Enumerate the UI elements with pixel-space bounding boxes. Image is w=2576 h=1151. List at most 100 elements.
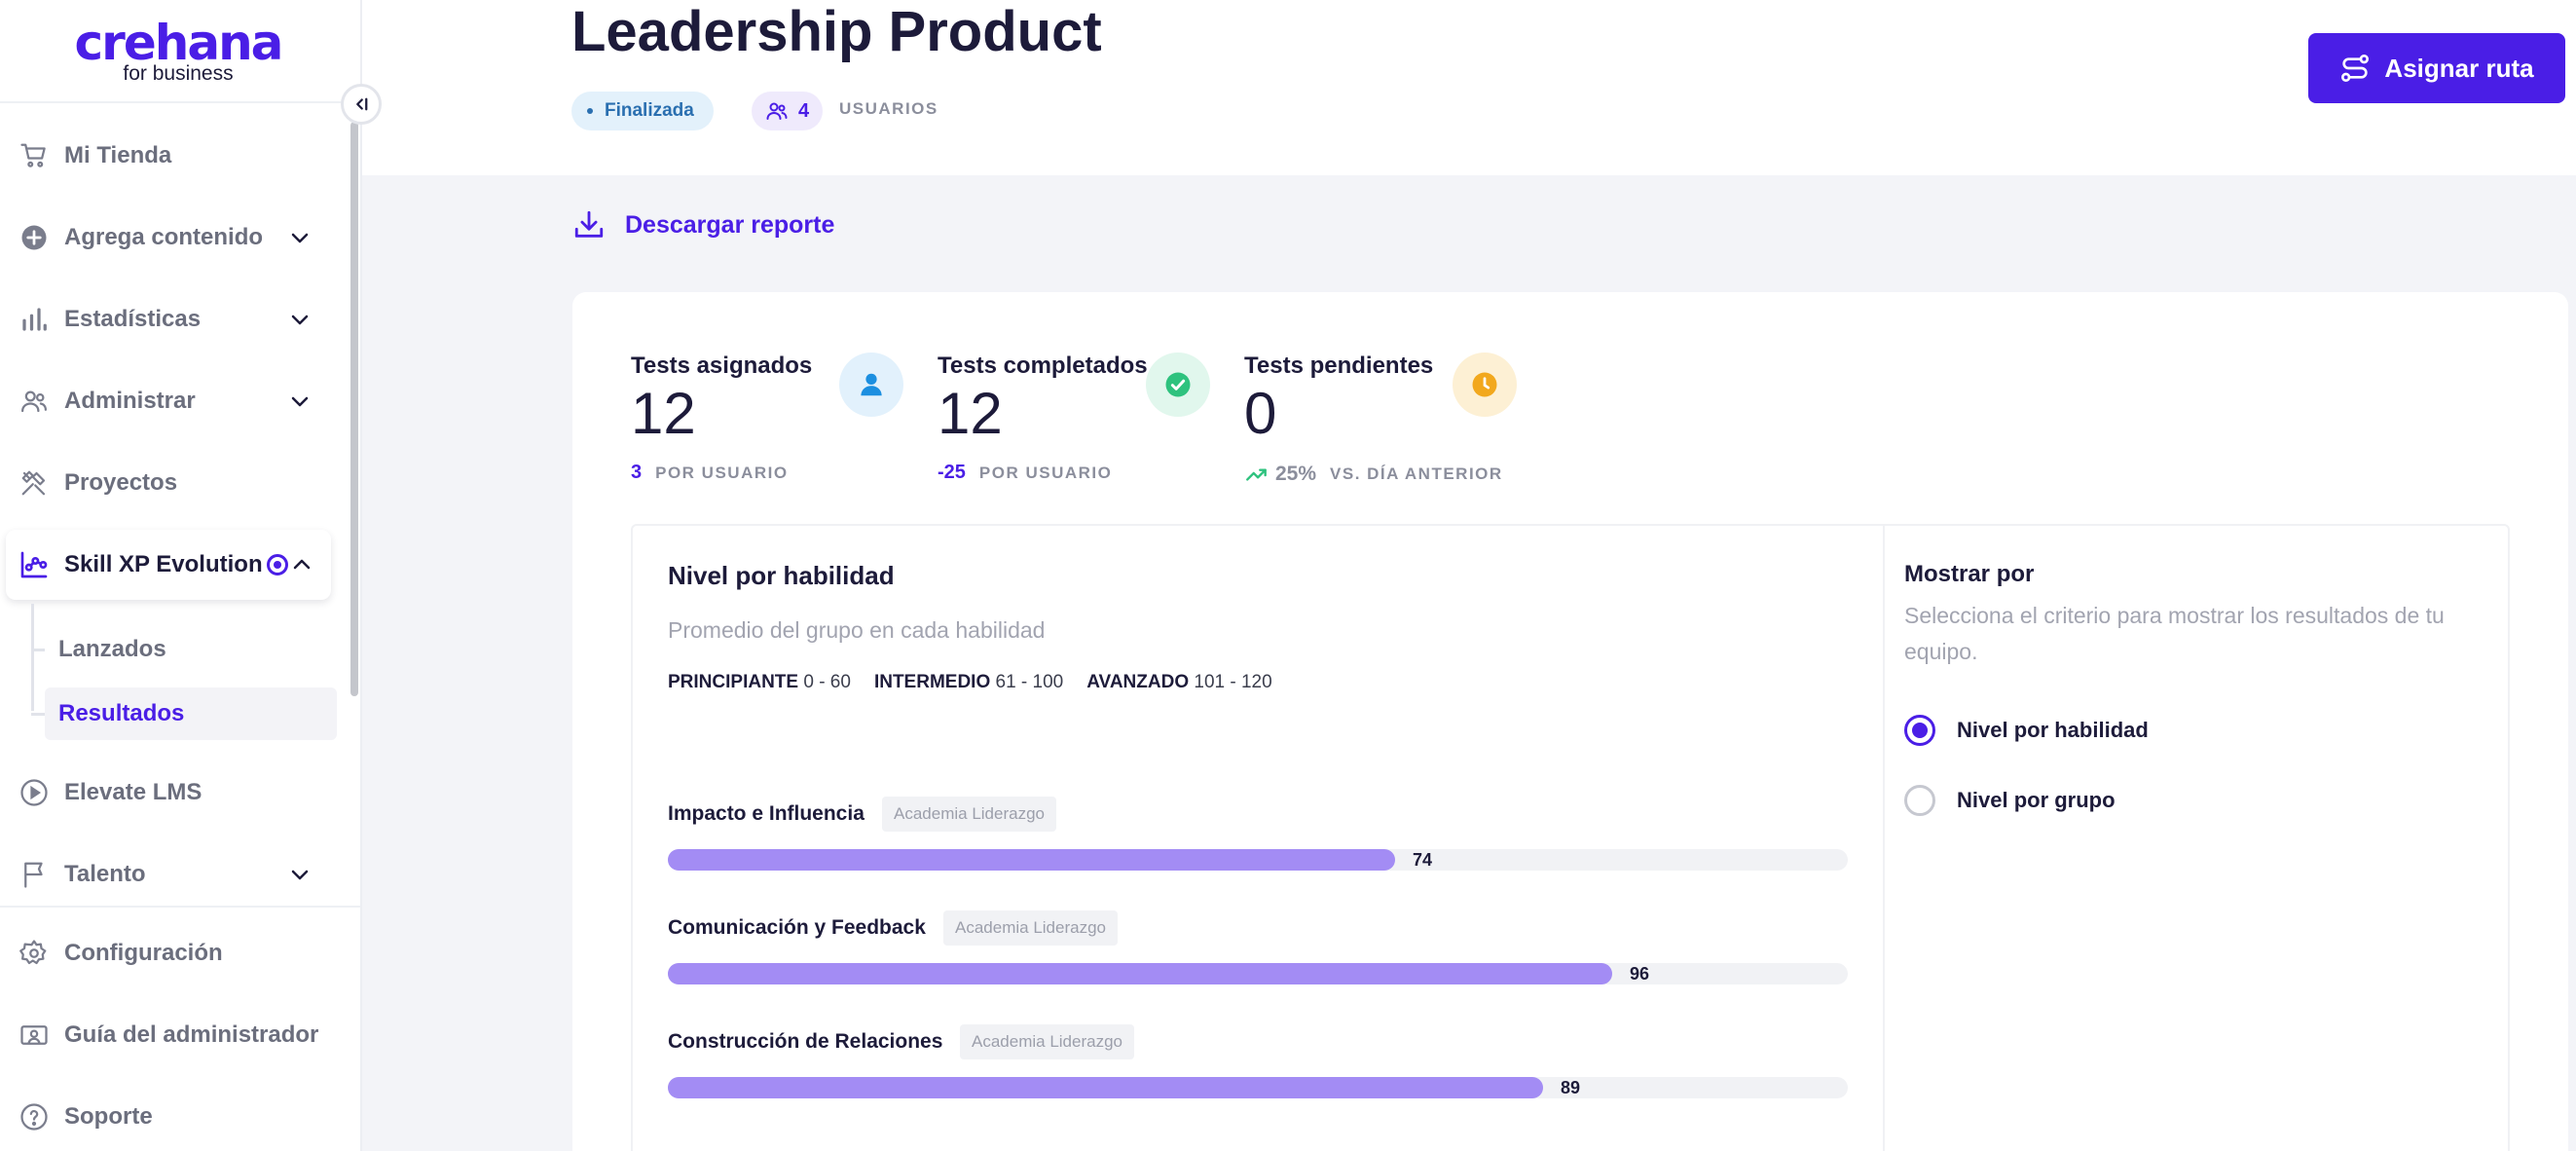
- sidebar-item-label: Agrega contenido: [64, 224, 264, 250]
- guide-icon: [18, 1019, 51, 1052]
- divider: [1883, 526, 1885, 1151]
- level-legend: PRINCIPIANTE 0 - 60 INTERMEDIO 61 - 100 …: [668, 672, 1296, 693]
- gear-icon: [18, 937, 51, 970]
- stat-value: 12: [938, 381, 1003, 446]
- chevron-down-icon[interactable]: [284, 222, 315, 253]
- assign-route-label: Asignar ruta: [2384, 53, 2534, 83]
- sidebar-item-estadisticas[interactable]: Estadísticas: [0, 284, 341, 354]
- stat-footer-number: -25: [938, 462, 966, 483]
- crehana-logo[interactable]: crehana for business: [66, 18, 290, 86]
- sidebar-item-label: Proyectos: [64, 469, 178, 496]
- plus-circle-icon: [18, 221, 51, 254]
- stat-value: 12: [631, 381, 696, 446]
- skill-value: 74: [1413, 850, 1433, 870]
- stat-footer-unit: POR USUARIO: [978, 463, 1113, 482]
- status-badge-label: Finalizada: [605, 100, 694, 121]
- sidebar-item-mi-tienda[interactable]: Mi Tienda: [0, 121, 341, 191]
- radio-selected-icon: [1904, 715, 1935, 746]
- legend-item: INTERMEDIO 61 - 100: [873, 672, 1064, 692]
- stat-label: Tests completados: [938, 353, 1148, 379]
- sidebar-item-talento[interactable]: Talento: [0, 839, 341, 910]
- sidebar-item-label: Administrar: [64, 388, 196, 414]
- sidebar-item-elevate-lms[interactable]: Elevate LMS: [0, 758, 341, 828]
- sidebar-item-administrar[interactable]: Administrar: [0, 366, 341, 436]
- sidebar: crehana for business Mi Tienda Agrega co…: [0, 0, 362, 1151]
- users-badge: 4: [752, 92, 824, 130]
- sidebar-item-guia-administrador[interactable]: Guía del administrador: [0, 1000, 341, 1070]
- stat-footer-unit: VS. DÍA ANTERIOR: [1330, 464, 1503, 483]
- skill-chart-icon: [18, 548, 51, 581]
- chevron-down-icon[interactable]: [284, 304, 315, 335]
- skill-name: Construcción de Relaciones: [668, 1030, 943, 1053]
- chevron-up-icon[interactable]: [286, 549, 317, 580]
- user-icon: [839, 353, 903, 417]
- route-icon: [2341, 55, 2370, 82]
- skill-tag: Academia Liderazgo: [943, 910, 1118, 946]
- submenu-tick: [31, 713, 45, 716]
- results-card: Tests asignados 12 3 POR USUARIO Tests c…: [572, 292, 2568, 1151]
- help-icon: [18, 1100, 51, 1133]
- sidebar-item-label: Soporte: [64, 1103, 153, 1130]
- sidebar-subitem-label: Lanzados: [58, 636, 166, 662]
- sidebar-scrollbar[interactable]: [350, 122, 358, 696]
- legend-item: AVANZADO 101 - 120: [1086, 672, 1272, 692]
- bar-chart-icon: [18, 303, 51, 336]
- sidebar-item-label: Configuración: [64, 940, 223, 966]
- skill-name: Impacto e Influencia: [668, 802, 865, 825]
- users-label: USUARIOS: [839, 99, 938, 118]
- tools-icon: [18, 466, 51, 500]
- chevron-down-icon[interactable]: [284, 859, 315, 890]
- stat-footer-percent: 25%: [1275, 463, 1317, 485]
- sidebar-item-agrega-contenido[interactable]: Agrega contenido: [0, 203, 341, 273]
- stat-footer-number: 3: [631, 462, 643, 483]
- sidebar-item-proyectos[interactable]: Proyectos: [0, 448, 341, 518]
- logo-brand: crehana: [74, 15, 284, 71]
- clock-icon: [1453, 353, 1517, 417]
- submenu-line: [31, 604, 34, 711]
- radio-nivel-por-grupo[interactable]: Nivel por grupo: [1904, 785, 2116, 816]
- status-badge: Finalizada: [571, 92, 714, 130]
- status-dot-icon: [587, 108, 593, 114]
- users-icon: [766, 102, 788, 120]
- stat-footer-unit: POR USUARIO: [655, 463, 789, 482]
- skill-bar-fill: [668, 963, 1612, 984]
- users-icon: [18, 385, 51, 418]
- download-report-link[interactable]: Descargar reporte: [572, 208, 834, 241]
- stat-tests-completados: Tests completados 12 -25 POR USUARIO: [938, 353, 1210, 483]
- skill-value: 89: [1561, 1078, 1581, 1097]
- skill-tag: Academia Liderazgo: [960, 1024, 1134, 1059]
- collapse-sidebar-button[interactable]: [341, 84, 382, 125]
- stat-tests-pendientes: Tests pendientes 0 25% VS. DÍA ANTERIOR: [1244, 353, 1517, 485]
- logo-sub: for business: [123, 62, 234, 85]
- divider: [0, 906, 360, 908]
- sidebar-item-label: Guía del administrador: [64, 1021, 319, 1048]
- sidebar-item-skill-xp-evolution[interactable]: Skill XP Evolution: [6, 530, 331, 600]
- stat-label: Tests asignados: [631, 353, 813, 379]
- sidebar-item-configuracion[interactable]: Configuración: [0, 918, 341, 988]
- sidebar-item-soporte[interactable]: Soporte: [0, 1082, 341, 1151]
- skill-value: 96: [1630, 964, 1650, 984]
- stat-footer: 25% VS. DÍA ANTERIOR: [1244, 462, 1503, 487]
- sidebar-subitem-lanzados[interactable]: Lanzados: [31, 623, 337, 676]
- sidebar-subitem-resultados[interactable]: Resultados: [31, 687, 337, 740]
- trend-up-icon: [1246, 468, 1267, 481]
- play-circle-icon: [18, 776, 51, 809]
- active-indicator-icon: [267, 554, 288, 576]
- stat-footer: -25 POR USUARIO: [938, 462, 1112, 484]
- stat-label: Tests pendientes: [1244, 353, 1434, 379]
- radio-label: Nivel por grupo: [1957, 788, 2116, 812]
- skills-title: Nivel por habilidad: [668, 561, 895, 590]
- stat-value: 0: [1244, 381, 1277, 446]
- radio-nivel-por-habilidad[interactable]: Nivel por habilidad: [1904, 715, 2149, 746]
- skill-bar-track: [668, 963, 1848, 984]
- stat-footer: 3 POR USUARIO: [631, 462, 789, 484]
- assign-route-button[interactable]: Asignar ruta: [2308, 33, 2565, 103]
- download-icon: [574, 210, 604, 238]
- radio-label: Nivel por habilidad: [1957, 718, 2149, 742]
- chevron-down-icon[interactable]: [284, 386, 315, 417]
- page-title: Leadership Product: [571, 0, 1102, 63]
- users-count: 4: [798, 99, 810, 122]
- skill-bar-fill: [668, 849, 1395, 871]
- skill-bar-track: [668, 849, 1848, 871]
- skill-bar-fill: [668, 1077, 1543, 1098]
